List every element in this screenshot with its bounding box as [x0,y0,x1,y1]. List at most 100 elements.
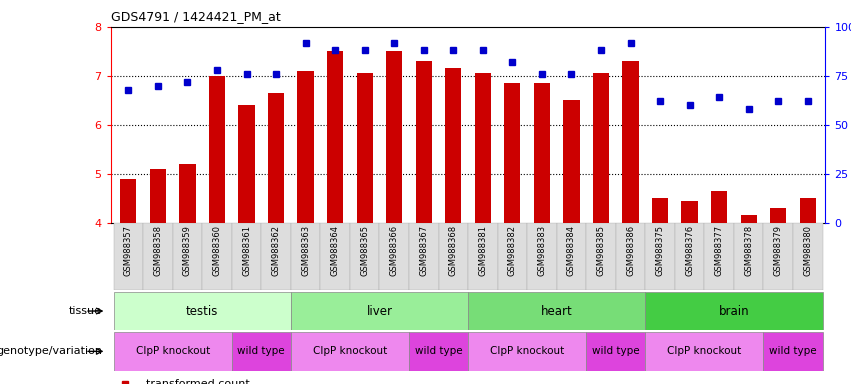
Bar [622,61,638,223]
Bar [770,208,786,223]
Bar [231,223,261,290]
Bar [327,51,343,223]
Text: GSM988362: GSM988362 [271,225,281,276]
Bar [113,223,143,290]
Text: wild type: wild type [769,346,817,356]
Bar [291,223,320,290]
Text: GSM988386: GSM988386 [626,225,635,276]
Bar [268,93,284,223]
Bar [763,332,823,371]
Bar [120,179,136,223]
Text: wild type: wild type [414,346,462,356]
Text: GSM988358: GSM988358 [153,225,163,276]
Text: ClpP knockout: ClpP knockout [135,346,210,356]
Text: GSM988363: GSM988363 [301,225,310,276]
Bar [468,332,586,371]
Bar [645,332,763,371]
Bar [586,332,645,371]
Bar [534,83,550,223]
Bar [180,164,196,223]
Bar [143,223,173,290]
Text: GSM988377: GSM988377 [715,225,723,276]
Bar [320,223,350,290]
Bar [291,292,468,330]
Text: ClpP knockout: ClpP knockout [313,346,387,356]
Text: GSM988376: GSM988376 [685,225,694,276]
Text: GSM988380: GSM988380 [803,225,812,276]
Bar [445,68,461,223]
Bar [468,292,645,330]
Text: GSM988364: GSM988364 [331,225,340,276]
Bar [616,223,645,290]
Bar [203,223,231,290]
Bar [652,198,668,223]
Bar [711,191,728,223]
Bar [350,223,380,290]
Bar [763,223,793,290]
Bar [645,223,675,290]
Bar [527,223,557,290]
Text: GDS4791 / 1424421_PM_at: GDS4791 / 1424421_PM_at [111,10,280,23]
Bar [208,76,226,223]
Bar [113,292,291,330]
Text: GSM988360: GSM988360 [213,225,221,276]
Text: heart: heart [540,305,573,318]
Bar [793,223,823,290]
Text: GSM988384: GSM988384 [567,225,576,276]
Bar [409,332,468,371]
Text: wild type: wild type [237,346,285,356]
Text: genotype/variation: genotype/variation [0,346,102,356]
Bar [705,223,734,290]
Text: ClpP knockout: ClpP knockout [667,346,741,356]
Text: tissue: tissue [69,306,102,316]
Text: GSM988361: GSM988361 [242,225,251,276]
Text: GSM988381: GSM988381 [478,225,488,276]
Bar [386,51,403,223]
Text: GSM988378: GSM988378 [744,225,753,276]
Bar [357,73,373,223]
Bar [740,215,757,223]
Text: GSM988367: GSM988367 [420,225,428,276]
Text: GSM988365: GSM988365 [360,225,369,276]
Text: GSM988382: GSM988382 [508,225,517,276]
Text: GSM988385: GSM988385 [597,225,605,276]
Bar [734,223,763,290]
Bar [505,83,521,223]
Bar [468,223,498,290]
Bar [173,223,203,290]
Bar [150,169,166,223]
Text: GSM988366: GSM988366 [390,225,399,276]
Bar [675,223,705,290]
Bar [563,100,580,223]
Text: ClpP knockout: ClpP knockout [490,346,564,356]
Bar [475,73,491,223]
Bar [498,223,527,290]
Bar [298,71,314,223]
Text: brain: brain [718,305,749,318]
Bar [557,223,586,290]
Text: liver: liver [367,305,392,318]
Text: GSM988375: GSM988375 [655,225,665,276]
Bar [593,73,609,223]
Text: transformed count: transformed count [146,379,250,384]
Text: GSM988359: GSM988359 [183,225,192,276]
Bar [800,198,816,223]
Bar [409,223,438,290]
Bar [645,292,823,330]
Text: GSM988379: GSM988379 [774,225,783,276]
Bar [438,223,468,290]
Text: GSM988357: GSM988357 [124,225,133,276]
Bar [231,332,291,371]
Text: GSM988383: GSM988383 [537,225,546,276]
Text: testis: testis [186,305,219,318]
Bar [415,61,431,223]
Bar [261,223,291,290]
Text: wild type: wild type [592,346,640,356]
Bar [113,332,231,371]
Bar [238,105,254,223]
Bar [380,223,409,290]
Bar [586,223,616,290]
Bar [291,332,409,371]
Text: GSM988368: GSM988368 [448,225,458,276]
Bar [682,201,698,223]
